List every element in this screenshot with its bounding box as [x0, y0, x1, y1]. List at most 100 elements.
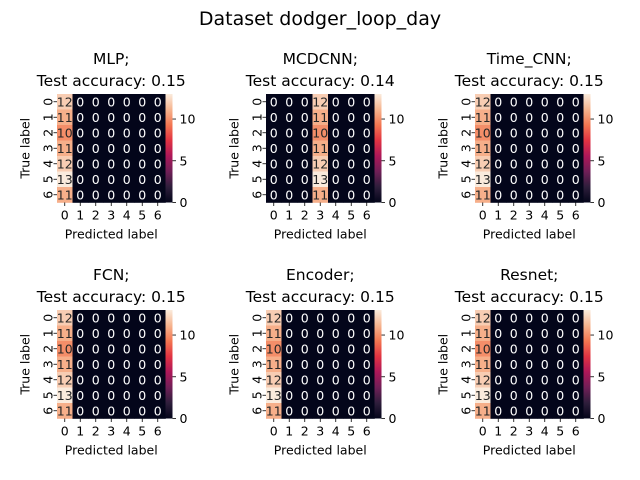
cell-value-label: 0	[572, 341, 580, 356]
heatmap-cell	[103, 356, 120, 373]
cell-value-label: 0	[138, 310, 146, 325]
cell-value-label: 11	[312, 187, 328, 202]
cell-value-label: 0	[494, 372, 502, 387]
y-tick-label: 5	[459, 175, 474, 183]
x-tick-label: 4	[332, 208, 340, 223]
heatmap-cell	[57, 156, 73, 172]
heatmap-cell	[281, 387, 298, 404]
cell-value-label: 0	[363, 388, 371, 403]
heatmap-cell	[568, 325, 584, 342]
cell-value-label: 0	[510, 94, 518, 109]
y-tick-label: 2	[459, 129, 474, 137]
y-tick-label: 1	[41, 113, 56, 121]
cell-value-label: 10	[266, 341, 282, 356]
heatmap-cell	[72, 94, 89, 110]
heatmap-cell	[88, 140, 104, 157]
cell-value-label: 0	[332, 403, 340, 418]
heatmap-cell	[266, 356, 282, 373]
heatmap-cell	[266, 94, 282, 110]
heatmap-cell	[552, 403, 569, 419]
cell-value-label: 0	[270, 172, 278, 187]
colorbar-tick-label: 10	[180, 112, 196, 127]
cell-value-label: 0	[301, 326, 309, 341]
panel-title-model: Encoder;	[286, 266, 355, 284]
cell-value-label: 11	[312, 110, 328, 125]
cell-value-label: 13	[475, 172, 491, 187]
cell-value-label: 12	[57, 372, 73, 387]
heatmap-cell	[134, 109, 151, 126]
heatmap-cell	[475, 125, 491, 141]
x-tick-label: 2	[510, 424, 518, 439]
heatmap-cell	[359, 310, 375, 326]
heatmap-cell	[568, 403, 584, 419]
cell-value-label: 0	[494, 141, 502, 156]
cell-value-label: 0	[76, 187, 84, 202]
cell-value-label: 0	[332, 125, 340, 140]
cell-value-label: 0	[285, 341, 293, 356]
cell-value-label: 0	[347, 187, 355, 202]
x-tick-label: 0	[270, 424, 278, 439]
cell-value-label: 0	[363, 94, 371, 109]
colorbar-tick-label: 0	[389, 195, 397, 210]
cell-value-label: 0	[541, 357, 549, 372]
cell-value-label: 0	[347, 125, 355, 140]
heatmap-cell	[568, 125, 584, 141]
cell-value-label: 0	[301, 172, 309, 187]
heatmap-cell	[88, 187, 104, 203]
cell-value-label: 0	[556, 110, 564, 125]
heatmap-cell	[72, 187, 89, 203]
y-tick-label: 6	[459, 407, 474, 415]
x-tick-label: 0	[61, 208, 69, 223]
colorbar-tick-label: 10	[598, 112, 614, 127]
colorbar-tick-label: 10	[180, 328, 196, 343]
x-tick-label: 4	[332, 424, 340, 439]
heatmap-cell	[490, 356, 507, 373]
cell-value-label: 0	[572, 156, 580, 171]
cell-value-label: 0	[347, 172, 355, 187]
colorbar-tick-label: 0	[598, 411, 606, 426]
cell-value-label: 0	[123, 388, 131, 403]
cell-value-label: 0	[154, 341, 162, 356]
cell-value-label: 0	[494, 341, 502, 356]
heatmap-cell	[266, 140, 282, 157]
cell-value-label: 0	[76, 341, 84, 356]
cell-value-label: 0	[541, 156, 549, 171]
heatmap-cell	[297, 403, 313, 419]
heatmap-cell	[343, 171, 360, 188]
heatmap-cell	[552, 187, 569, 203]
heatmap-cell	[328, 109, 344, 126]
cell-value-label: 0	[363, 326, 371, 341]
heatmap-cell	[266, 156, 282, 172]
colorbar-tick-label: 5	[180, 369, 188, 384]
cell-value-label: 0	[525, 372, 533, 387]
heatmap-cell	[150, 156, 166, 172]
heatmap-cell	[281, 325, 298, 342]
x-tick-label: 5	[347, 424, 355, 439]
heatmap-cell	[521, 156, 538, 172]
cell-value-label: 0	[525, 187, 533, 202]
heatmap-cell	[490, 171, 507, 188]
heatmap-cell	[312, 356, 329, 373]
cell-value-label: 0	[138, 94, 146, 109]
cell-value-label: 0	[76, 141, 84, 156]
heatmap-cell	[506, 356, 522, 373]
heatmap-cell	[134, 140, 151, 157]
colorbar	[374, 94, 382, 203]
cell-value-label: 0	[332, 94, 340, 109]
heatmap-cell	[537, 109, 553, 126]
x-tick-label: 6	[572, 208, 580, 223]
heatmap-cell	[72, 310, 89, 326]
heatmap-cell	[312, 125, 329, 141]
y-axis-label: True label	[18, 334, 33, 396]
heatmap-cell	[88, 125, 104, 141]
heatmap-cell	[343, 341, 360, 357]
heatmap-cell	[568, 356, 584, 373]
x-axis-label: Predicted label	[483, 443, 576, 458]
x-tick-label: 6	[363, 424, 371, 439]
cell-value-label: 0	[138, 172, 146, 187]
heatmap-cell	[119, 310, 135, 326]
panel-title-accuracy: Test accuracy: 0.14	[245, 72, 395, 90]
heatmap-cell	[537, 310, 553, 326]
heatmap-cell	[343, 140, 360, 157]
